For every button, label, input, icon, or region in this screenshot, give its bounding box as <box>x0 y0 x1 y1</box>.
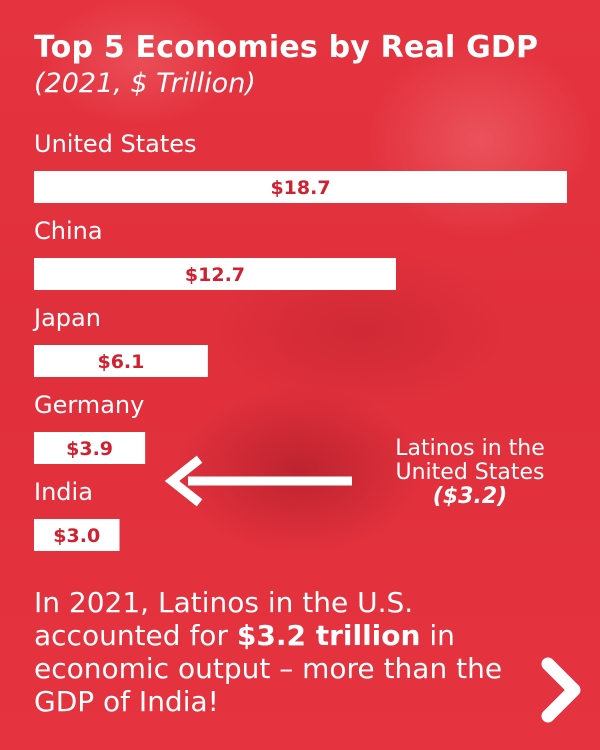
annotation-value: ($3.2) <box>432 484 508 509</box>
value-label-germany: $3.9 <box>66 438 113 460</box>
bar-japan <box>34 345 208 377</box>
category-label-india: India <box>34 478 93 506</box>
footer-text-2: in economic output – more than the GDP o… <box>34 619 503 718</box>
arrow-head-icon <box>164 455 203 507</box>
value-label-india: $3.0 <box>53 525 100 547</box>
chart-subtitle: (2021, $ Trillion) <box>34 68 256 99</box>
annotation-line-2: United States <box>395 460 545 485</box>
value-label-united-states: $18.7 <box>270 177 330 199</box>
category-label-united-states: United States <box>34 130 197 158</box>
footer-statement: In 2021, Latinos in the U.S. accounted f… <box>34 586 534 718</box>
bar-china <box>34 258 396 290</box>
bar-germany <box>34 432 146 464</box>
chart-title: Top 5 Economies by Real GDP <box>34 30 539 65</box>
value-label-japan: $6.1 <box>97 351 144 373</box>
footer-highlight: $3.2 trillion <box>236 619 421 652</box>
bar-united-states <box>34 171 567 203</box>
category-label-germany: Germany <box>34 391 144 419</box>
value-label-china: $12.7 <box>185 264 245 286</box>
bar-india <box>34 519 120 551</box>
category-label-japan: Japan <box>32 304 101 332</box>
chevron-right-icon <box>541 657 581 723</box>
footer-text-1: In 2021, Latinos in the U.S. accounted f… <box>34 586 414 652</box>
annotation-line-1: Latinos in the <box>395 436 545 461</box>
latinos-annotation: Latinos in the United States ($3.2) <box>360 437 580 509</box>
next-button[interactable] <box>532 650 592 730</box>
category-label-china: China <box>34 217 103 245</box>
